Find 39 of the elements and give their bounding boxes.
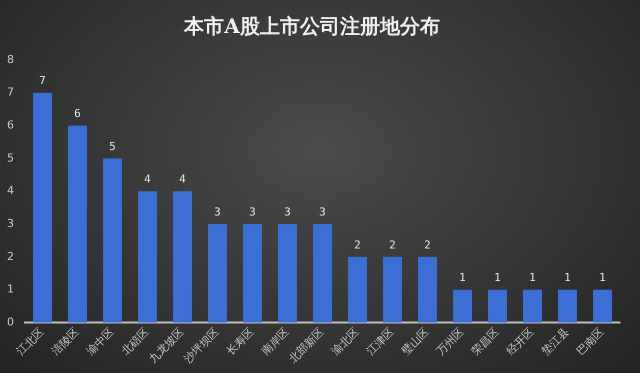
y-tick-label: 7 <box>7 86 14 99</box>
data-label: 4 <box>179 172 186 186</box>
data-label: 1 <box>599 271 606 284</box>
data-label: 1 <box>564 271 571 284</box>
data-label: 1 <box>494 271 501 284</box>
y-tick-label: 8 <box>7 52 14 66</box>
data-label: 5 <box>109 140 116 153</box>
chart-title: 本市A股上市公司注册地分布 <box>183 14 440 38</box>
data-label: 3 <box>249 205 256 218</box>
y-tick-label: 4 <box>7 184 14 198</box>
data-label: 3 <box>214 205 221 218</box>
x-tick-label: 垫江县 <box>539 325 572 358</box>
y-tick-label: 2 <box>7 250 14 263</box>
x-tick-label: 璧山区 <box>399 325 432 358</box>
data-label: 4 <box>144 172 152 186</box>
y-tick-label: 0 <box>7 315 14 328</box>
y-tick-label: 3 <box>7 216 14 230</box>
x-tick-label: 渝北区 <box>329 325 362 358</box>
x-tick-label: 经开区 <box>504 325 537 358</box>
x-tick-label: 涪陵区 <box>49 325 82 358</box>
data-label: 3 <box>319 205 326 218</box>
x-tick-label: 荣昌区 <box>469 325 502 358</box>
data-label: 1 <box>459 271 466 284</box>
data-label: 1 <box>529 271 536 284</box>
data-label: 6 <box>74 107 81 120</box>
y-tick-label: 1 <box>7 282 14 296</box>
y-tick-label: 5 <box>7 151 14 164</box>
data-label: 3 <box>284 205 291 218</box>
x-tick-label: 万州区 <box>434 325 467 358</box>
data-label: 2 <box>354 238 361 252</box>
x-tick-label: 江北区 <box>14 325 47 358</box>
y-tick-label: 6 <box>7 118 14 132</box>
x-tick-label: 巴南区 <box>574 325 607 358</box>
x-tick-label: 长寿区 <box>224 325 257 358</box>
data-label: 2 <box>389 238 396 252</box>
x-tick-label: 江津区 <box>364 325 397 358</box>
data-label: 2 <box>424 238 431 252</box>
x-tick-label: 渝中区 <box>84 325 117 358</box>
data-label: 7 <box>39 74 46 88</box>
